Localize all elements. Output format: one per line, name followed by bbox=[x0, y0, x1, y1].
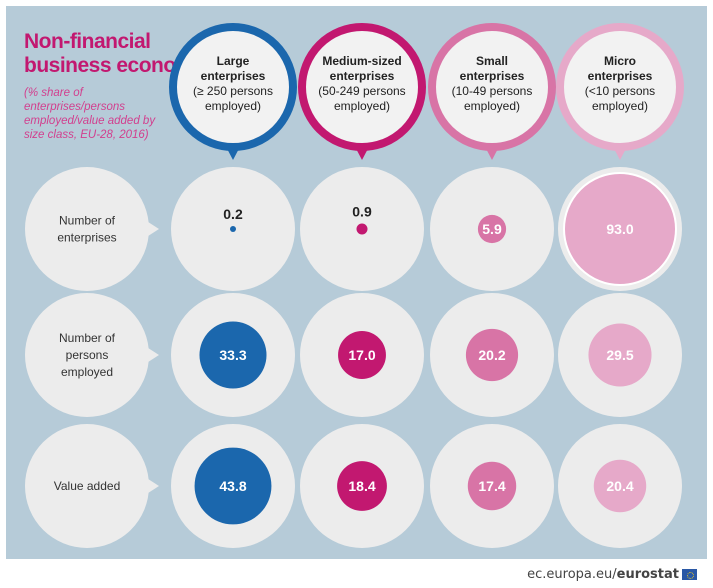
header-label-line: (<10 persons bbox=[585, 84, 655, 98]
data-bubble bbox=[563, 172, 677, 286]
header-label-line: Small bbox=[476, 54, 508, 68]
row-label-line: persons bbox=[66, 348, 109, 362]
subtitle-line: size class, EU-28, 2016) bbox=[24, 129, 149, 141]
row-label-bubble bbox=[25, 167, 149, 291]
header-label-line: employed) bbox=[464, 99, 520, 113]
chart-subtitle: (% share of enterprises/persons employed… bbox=[24, 86, 179, 142]
data-label: 93.0 bbox=[606, 221, 633, 237]
row-label-line: enterprises bbox=[57, 231, 116, 245]
header-label-line: (10-49 persons bbox=[452, 84, 533, 98]
data-bubble bbox=[588, 323, 652, 387]
row-label-bubble bbox=[25, 424, 149, 548]
subtitle-line: employed/value added by bbox=[24, 115, 156, 127]
title-line: business economy bbox=[24, 54, 206, 77]
header-label-line: Micro bbox=[604, 54, 636, 68]
data-label: 0.9 bbox=[352, 203, 372, 219]
footer-domain[interactable]: ec.europa.eu/ bbox=[527, 567, 617, 582]
data-label: 20.4 bbox=[606, 478, 633, 494]
data-label: 17.4 bbox=[478, 478, 505, 494]
header-label-line: Medium-sized bbox=[322, 54, 401, 68]
row-label-line: employed bbox=[61, 365, 113, 379]
data-label: 20.2 bbox=[478, 347, 505, 363]
data-label: 0.2 bbox=[223, 206, 243, 222]
header-label-line: employed) bbox=[592, 99, 648, 113]
header-label-line: enterprises bbox=[588, 69, 653, 83]
header-label-line: employed) bbox=[334, 99, 390, 113]
subtitle-line: enterprises/persons bbox=[24, 101, 125, 113]
subtitle-line: (% share of bbox=[24, 87, 83, 99]
header-label-line: Large bbox=[217, 54, 250, 68]
header-label-line: (50-249 persons bbox=[318, 84, 405, 98]
footer-source: ec.europa.eu/eurostat bbox=[527, 567, 697, 582]
header-bubble bbox=[556, 23, 684, 151]
row-label-line: Number of bbox=[59, 214, 116, 228]
data-label: 43.8 bbox=[219, 478, 246, 494]
data-bubble bbox=[593, 459, 647, 513]
header-label-line: (≥ 250 persons bbox=[193, 84, 273, 98]
header-bubble bbox=[298, 23, 426, 151]
data-bubble bbox=[467, 461, 517, 511]
row-label-line: Number of bbox=[59, 331, 116, 345]
chart-title: Non-financial business economy bbox=[24, 30, 206, 78]
header-label-line: enterprises bbox=[201, 69, 266, 83]
header-label-line: enterprises bbox=[460, 69, 525, 83]
data-bubble bbox=[477, 214, 507, 244]
row-label-line: Value added bbox=[54, 479, 121, 493]
data-bubble bbox=[465, 328, 519, 382]
title-line: Non-financial bbox=[24, 30, 151, 53]
data-bubble bbox=[230, 226, 236, 232]
header-bubble bbox=[428, 23, 556, 151]
data-bubble bbox=[356, 223, 368, 235]
data-label: 29.5 bbox=[606, 347, 633, 363]
eu-flag-icon bbox=[682, 569, 697, 580]
data-label: 33.3 bbox=[219, 347, 246, 363]
header-label-line: enterprises bbox=[330, 69, 395, 83]
data-bubble bbox=[338, 331, 386, 379]
data-bubble bbox=[337, 461, 387, 511]
header-label-line: employed) bbox=[205, 99, 261, 113]
data-label: 18.4 bbox=[348, 478, 375, 494]
data-bubble bbox=[194, 447, 272, 525]
footer-brand[interactable]: eurostat bbox=[616, 567, 679, 582]
data-bubble bbox=[199, 321, 267, 389]
header-bubble bbox=[169, 23, 297, 151]
data-label: 17.0 bbox=[348, 347, 375, 363]
row-label-bubble bbox=[25, 293, 149, 417]
data-label: 5.9 bbox=[482, 221, 502, 237]
